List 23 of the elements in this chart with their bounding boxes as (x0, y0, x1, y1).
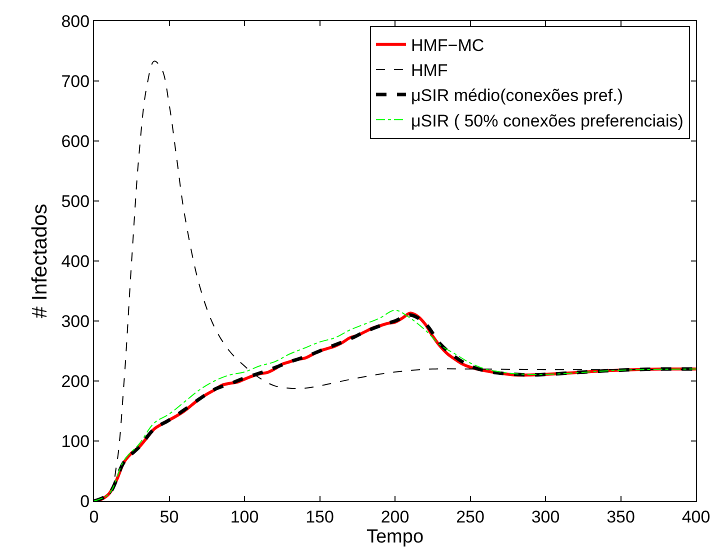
legend-label: HMF (410, 61, 448, 80)
y-tick-label: 400 (61, 252, 90, 271)
x-tick-label: 250 (456, 507, 484, 526)
y-tick-label: 600 (61, 132, 90, 151)
x-tick-label: 200 (380, 507, 410, 526)
x-tick-label: 350 (606, 507, 635, 526)
legend-label: HMF−MC (410, 36, 484, 55)
legend-label: μSIR médio(conexões pref.) (410, 86, 623, 106)
legend-label: μSIR ( 50% conexões preferenciais) (410, 111, 684, 130)
x-tick-label: 50 (160, 507, 179, 526)
y-tick-label: 500 (61, 192, 90, 211)
y-tick-label: 700 (61, 72, 90, 91)
x-axis-title: Tempo (366, 526, 424, 548)
x-tick-label: 100 (230, 507, 259, 526)
y-tick-label: 200 (61, 372, 90, 391)
x-tick-label: 150 (306, 507, 334, 526)
y-tick-label: 300 (61, 312, 90, 331)
x-tick-label: 300 (531, 507, 560, 526)
y-tick-label: 800 (61, 12, 90, 31)
y-tick-label: 100 (61, 432, 90, 451)
x-tick-label: 400 (682, 507, 710, 526)
y-axis-title: # Infectados (28, 204, 52, 318)
y-tick-label: 0 (80, 492, 90, 511)
